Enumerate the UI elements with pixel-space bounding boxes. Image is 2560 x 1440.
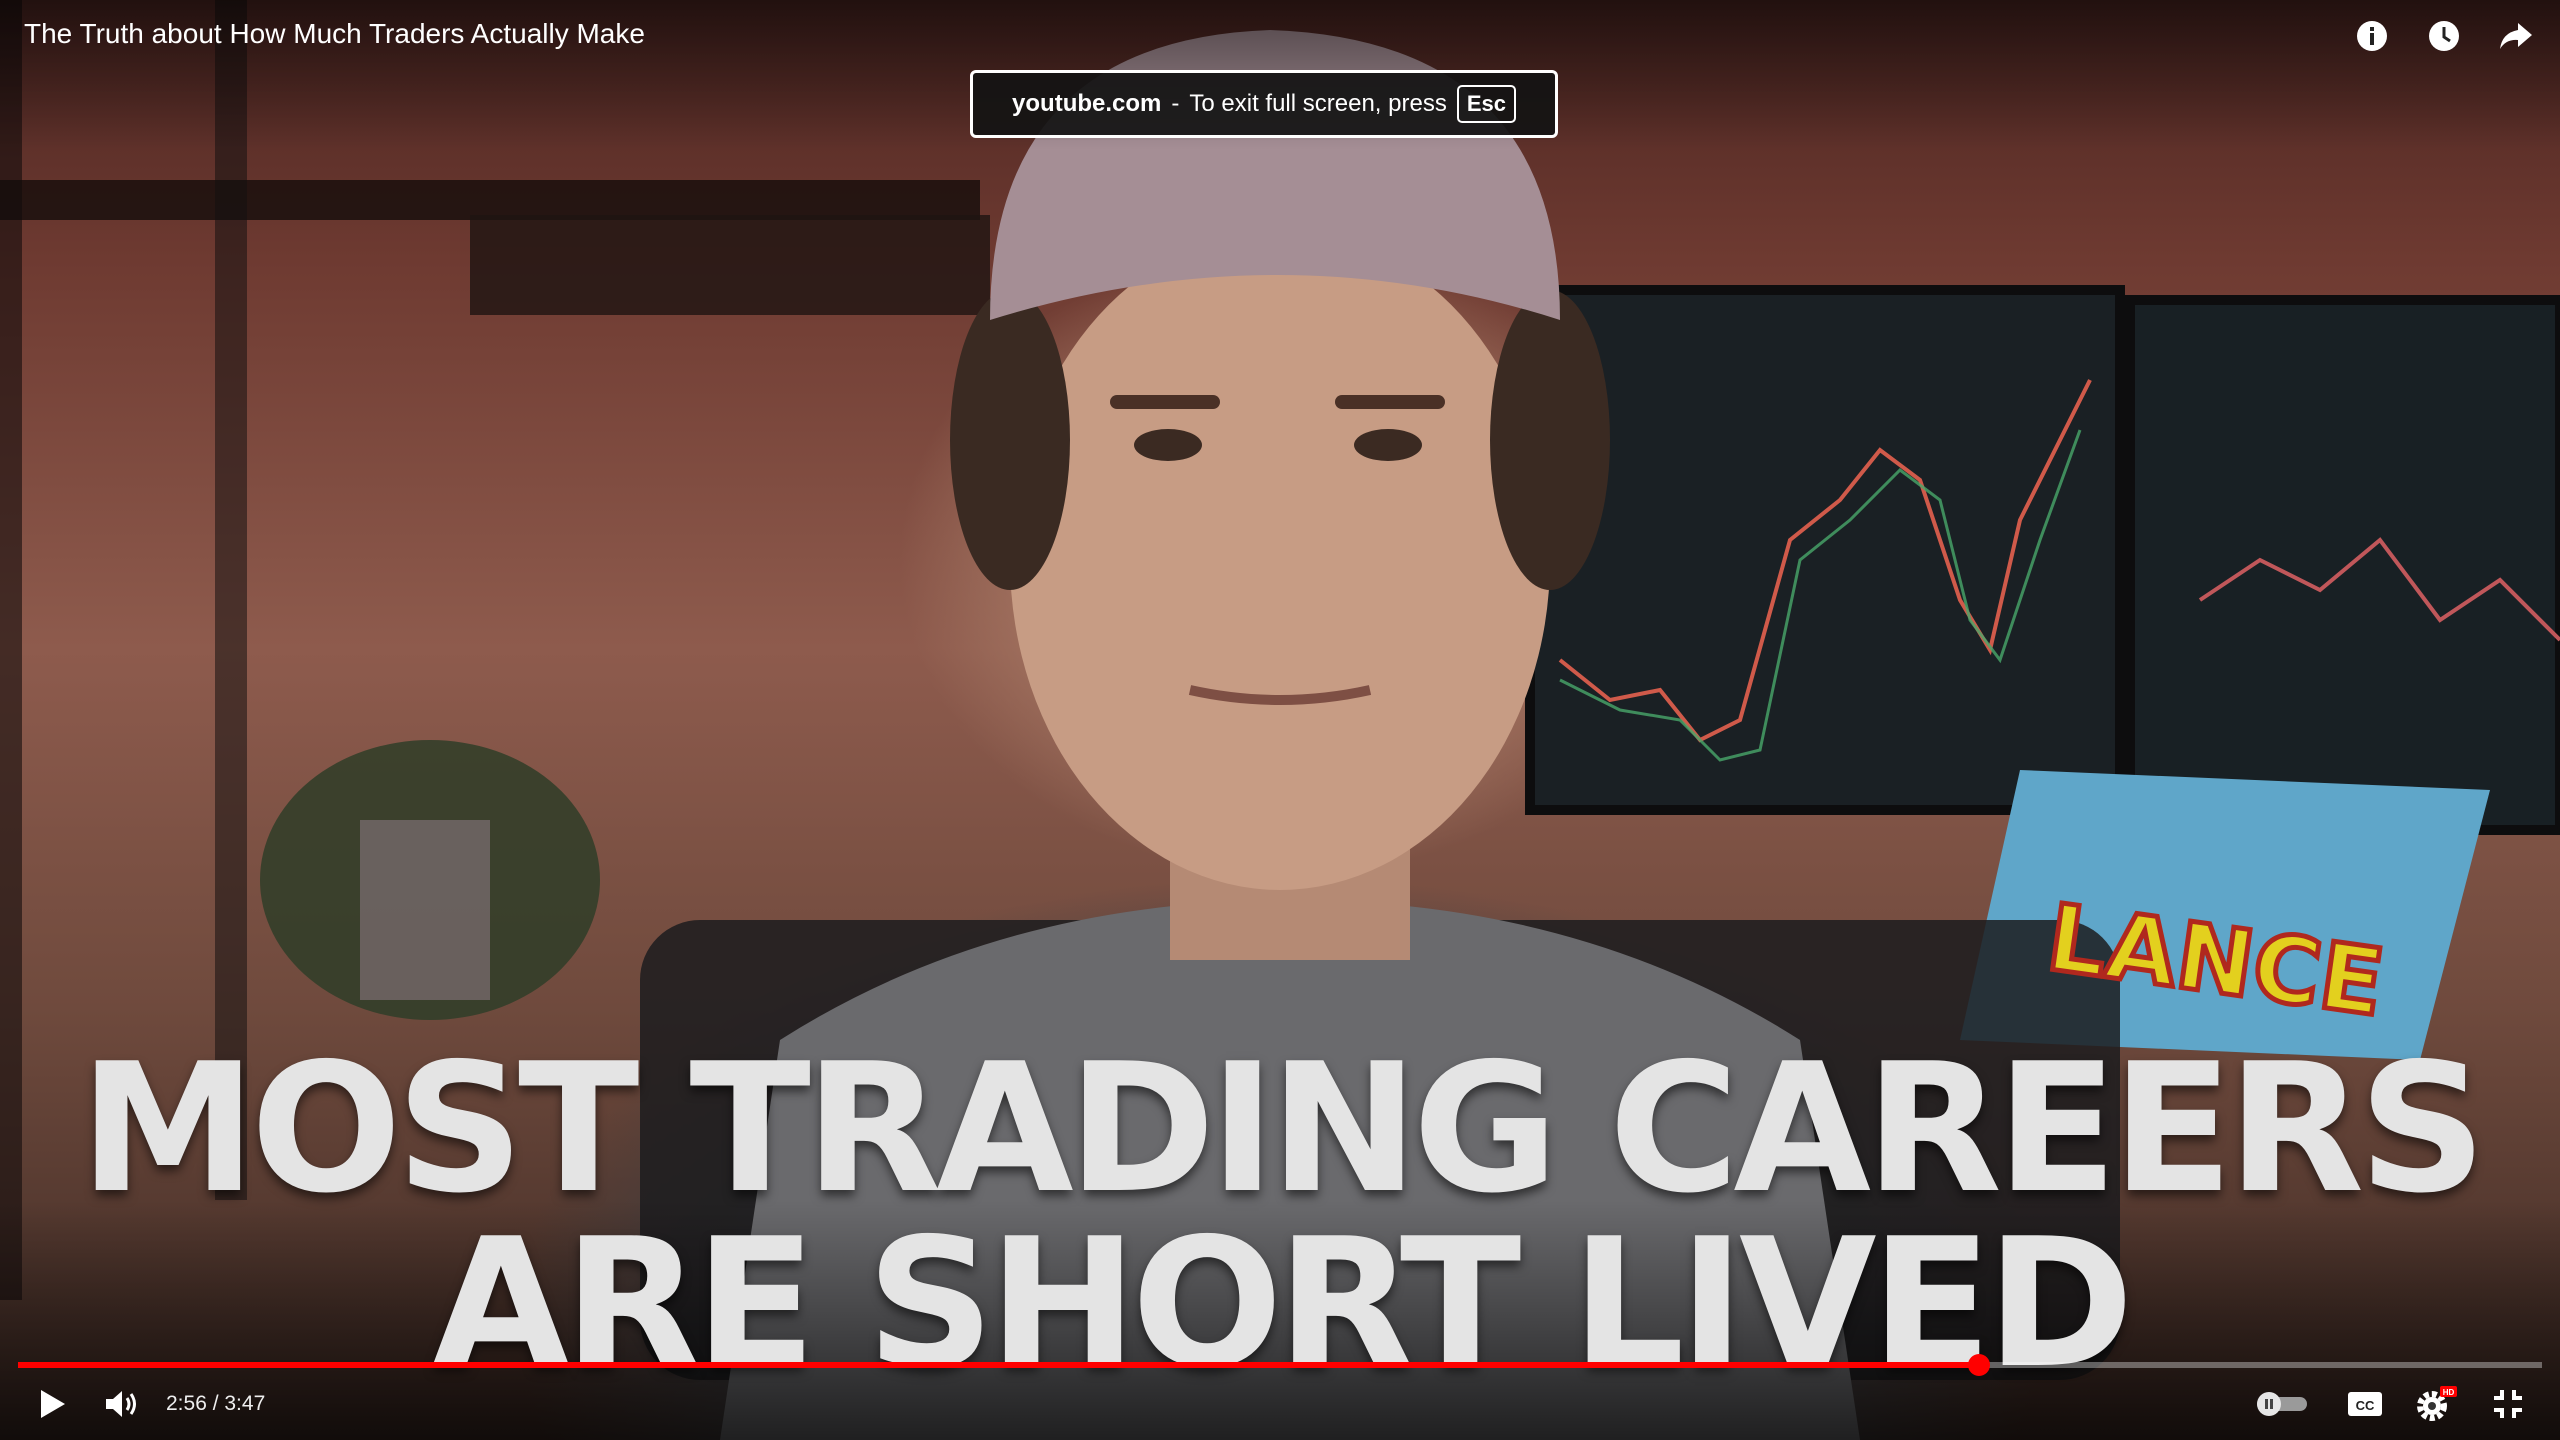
watch-later-button[interactable]: [2422, 14, 2466, 58]
video-title[interactable]: The Truth about How Much Traders Actuall…: [24, 18, 645, 49]
toast-esc-key: Esc: [1456, 85, 1516, 123]
autoplay-toggle[interactable]: [2252, 1378, 2312, 1430]
settings-icon: HD: [2417, 1386, 2457, 1421]
fullscreen-exit-toast: youtube.com - To exit full screen, press…: [970, 70, 1558, 138]
mute-button[interactable]: [96, 1378, 148, 1430]
toast-separator: -: [1171, 90, 1180, 117]
top-right-controls: [2350, 14, 2538, 58]
svg-text:LANCE: LANCE: [2041, 884, 2390, 1037]
play-icon: [41, 1390, 65, 1418]
toast-message: To exit full screen, press: [1189, 90, 1447, 117]
play-button[interactable]: [26, 1378, 78, 1430]
caption-line-1: MOST TRADING CAREERS: [79, 1025, 2486, 1232]
exit-fullscreen-button[interactable]: [2480, 1378, 2536, 1430]
toast-domain: youtube.com: [1012, 90, 1162, 117]
info-button[interactable]: [2350, 14, 2394, 58]
progress-bar[interactable]: [18, 1354, 2542, 1376]
settings-button[interactable]: HD: [2408, 1378, 2464, 1430]
progress-played: [18, 1362, 1980, 1368]
exit-fullscreen-icon: [2494, 1390, 2522, 1418]
time-display: 2:56 / 3:47: [166, 1392, 266, 1415]
captions-button[interactable]: CC: [2338, 1378, 2392, 1430]
hd-badge: HD: [2443, 1388, 2455, 1397]
info-icon: [2357, 21, 2387, 51]
volume-icon: [106, 1391, 136, 1417]
laptop-screen-logo: LANCE: [2039, 882, 2393, 1040]
share-icon: [2500, 23, 2532, 49]
progress-scrubber[interactable]: [1968, 1354, 1991, 1376]
share-button[interactable]: [2494, 14, 2538, 58]
player-controls: 2:56 / 3:47 CC HD: [0, 1378, 2560, 1440]
watch-later-icon: [2429, 21, 2459, 51]
captions-icon: CC: [2348, 1392, 2382, 1416]
autoplay-toggle-icon: [2257, 1392, 2307, 1416]
bottom-gradient: [0, 1200, 2560, 1440]
svg-text:CC: CC: [2356, 1398, 2375, 1413]
